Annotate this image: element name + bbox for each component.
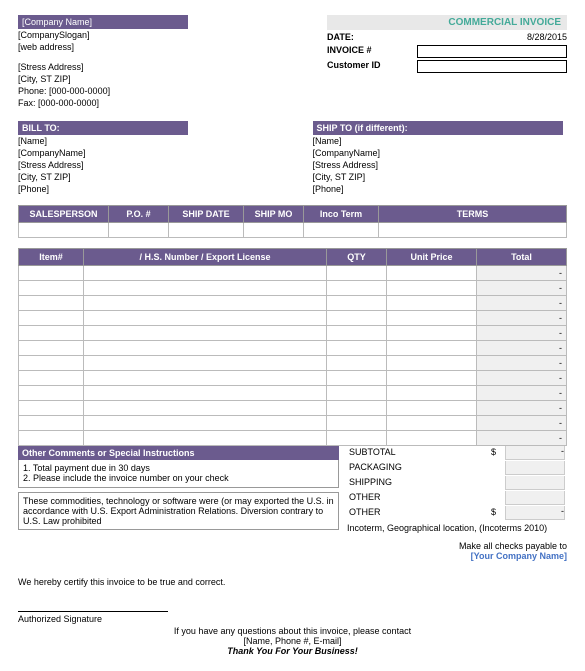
item-row[interactable]: - xyxy=(19,296,567,311)
th-qty: QTY xyxy=(327,249,387,266)
terms-table: SALESPERSON P.O. # SHIP DATE SHIP MO Inc… xyxy=(18,205,567,238)
th-terms: TERMS xyxy=(379,206,567,223)
th-unitprice: Unit Price xyxy=(387,249,477,266)
bill-company: [CompanyName] xyxy=(18,147,273,159)
footer-contact: If you have any questions about this inv… xyxy=(18,626,567,636)
packaging-label: PACKAGING xyxy=(349,462,491,475)
company-name: [Company Name] xyxy=(18,15,188,29)
incoterm-note: Incoterm, Geographical location, (Incote… xyxy=(347,521,567,535)
th-shipmo: SHIP MO xyxy=(244,206,304,223)
subtotal-label: SUBTOTAL xyxy=(349,447,491,460)
signature-line[interactable]: Authorized Signature xyxy=(18,611,168,624)
th-shipdate: SHIP DATE xyxy=(169,206,244,223)
signature-block: We hereby certify this invoice to be tru… xyxy=(18,577,567,624)
item-row[interactable]: - xyxy=(19,371,567,386)
payable-name: [Your Company Name] xyxy=(347,551,567,561)
th-hs: / H.S. Number / Export License xyxy=(84,249,327,266)
other-value[interactable] xyxy=(505,491,565,505)
comments-body[interactable]: 1. Total payment due in 30 days 2. Pleas… xyxy=(18,460,339,488)
customer-id-label: Customer ID xyxy=(327,60,417,73)
street: [Stress Address] xyxy=(18,61,327,73)
items-table: Item# / H.S. Number / Export License QTY… xyxy=(18,248,567,446)
header: [Company Name] [CompanySlogan] [web addr… xyxy=(18,15,567,109)
item-row[interactable]: - xyxy=(19,416,567,431)
ship-phone: [Phone] xyxy=(313,183,568,195)
ship-name: [Name] xyxy=(313,135,568,147)
terms-row[interactable] xyxy=(19,223,567,238)
shipping-value[interactable] xyxy=(505,476,565,490)
item-row[interactable]: - xyxy=(19,266,567,281)
th-total: Total xyxy=(477,249,567,266)
comments-head: Other Comments or Special Instructions xyxy=(18,446,339,460)
fax: Fax: [000-000-0000] xyxy=(18,97,327,109)
bill-to-head: BILL TO: xyxy=(18,121,188,135)
item-row[interactable]: - xyxy=(19,356,567,371)
item-row[interactable]: - xyxy=(19,431,567,446)
web-address: [web address] xyxy=(18,41,327,53)
bill-street: [Stress Address] xyxy=(18,159,273,171)
ship-company: [CompanyName] xyxy=(313,147,568,159)
ship-to-head: SHIP TO (if different): xyxy=(313,121,563,135)
phone: Phone: [000-000-0000] xyxy=(18,85,327,97)
certify-text: We hereby certify this invoice to be tru… xyxy=(18,577,567,587)
shipping-label: SHIPPING xyxy=(349,477,491,490)
other-label: OTHER xyxy=(349,492,491,505)
invoice-no-input[interactable] xyxy=(417,45,567,58)
export-note: These commodities, technology or softwar… xyxy=(18,492,339,530)
ship-csz: [City, ST ZIP] xyxy=(313,171,568,183)
date-label: DATE: xyxy=(327,32,417,43)
other2-value: - xyxy=(505,506,565,520)
ship-street: [Stress Address] xyxy=(313,159,568,171)
th-po: P.O. # xyxy=(109,206,169,223)
th-item: Item# xyxy=(19,249,84,266)
bill-name: [Name] xyxy=(18,135,273,147)
invoice-title: COMMERCIAL INVOICE xyxy=(327,15,567,30)
other2-label: OTHER xyxy=(349,507,491,520)
bill-ship-section: BILL TO: [Name] [CompanyName] [Stress Ad… xyxy=(18,121,567,195)
payable-label: Make all checks payable to xyxy=(347,541,567,551)
company-slogan: [CompanySlogan] xyxy=(18,29,327,41)
packaging-value[interactable] xyxy=(505,461,565,475)
th-incoterm: Inco Term xyxy=(304,206,379,223)
item-row[interactable]: - xyxy=(19,401,567,416)
footer-contact-info: [Name, Phone #, E-mail] xyxy=(18,636,567,646)
comment-2: 2. Please include the invoice number on … xyxy=(23,473,334,483)
customer-id-input[interactable] xyxy=(417,60,567,73)
item-row[interactable]: - xyxy=(19,311,567,326)
item-row[interactable]: - xyxy=(19,281,567,296)
bill-phone: [Phone] xyxy=(18,183,273,195)
footer: If you have any questions about this inv… xyxy=(18,626,567,656)
item-row[interactable]: - xyxy=(19,386,567,401)
bottom-section: Other Comments or Special Instructions 1… xyxy=(18,446,567,561)
subtotal-value: - xyxy=(505,446,565,460)
city-st-zip: [City, ST ZIP] xyxy=(18,73,327,85)
item-row[interactable]: - xyxy=(19,326,567,341)
comment-1: 1. Total payment due in 30 days xyxy=(23,463,334,473)
invoice-no-label: INVOICE # xyxy=(327,45,417,58)
item-row[interactable]: - xyxy=(19,341,567,356)
th-salesperson: SALESPERSON xyxy=(19,206,109,223)
bill-csz: [City, ST ZIP] xyxy=(18,171,273,183)
thanks: Thank You For Your Business! xyxy=(18,646,567,656)
date-value[interactable]: 8/28/2015 xyxy=(417,32,567,43)
